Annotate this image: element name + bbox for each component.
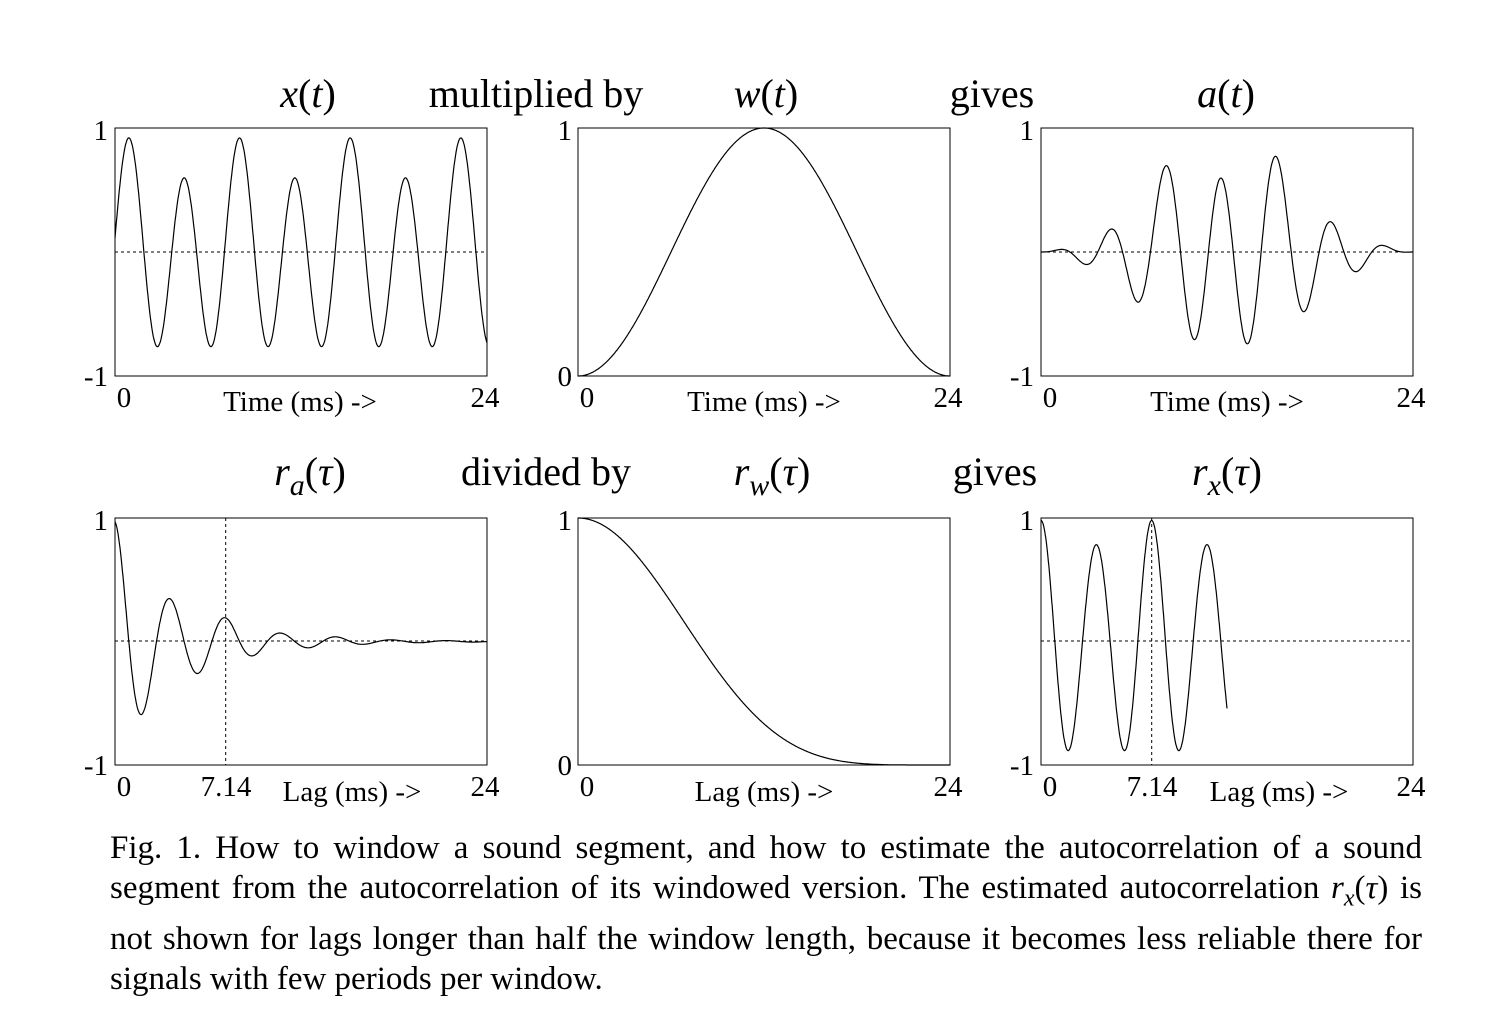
panel-title-w-t: w(t) bbox=[734, 71, 798, 116]
y-tick-bottom: 0 bbox=[558, 361, 573, 393]
title-open-paren: ( bbox=[769, 449, 782, 494]
x-tick-right: 24 bbox=[471, 382, 501, 414]
x-axis-label: Time (ms) -> bbox=[687, 386, 841, 418]
panel-x-t: x(t) 1 -1 0 24 Time (ms) -> bbox=[84, 71, 500, 418]
title-arg: τ bbox=[783, 449, 799, 494]
x-axis-label: Lag (ms) -> bbox=[1210, 776, 1349, 808]
y-tick-bottom: -1 bbox=[1010, 750, 1034, 782]
caption-symbol-main: r bbox=[1331, 870, 1344, 906]
x-tick-right: 24 bbox=[934, 771, 964, 803]
caption-symbol-close: ) bbox=[1377, 870, 1389, 906]
title-open-paren: ( bbox=[760, 71, 773, 116]
connector-gives-row2: gives bbox=[953, 449, 1037, 494]
connector-gives-row1: gives bbox=[950, 71, 1034, 116]
y-tick-top: 1 bbox=[558, 505, 573, 537]
y-tick-top: 1 bbox=[94, 505, 109, 537]
panel-r-x: rx(τ) 1 -1 0 7.14 24 Lag (ms) -> bbox=[1010, 449, 1426, 808]
title-arg: t bbox=[311, 71, 323, 116]
title-open-paren: ( bbox=[1217, 71, 1230, 116]
x-tick-left: 0 bbox=[1043, 382, 1058, 414]
title-close-paren: ) bbox=[1242, 71, 1255, 116]
panel-title-r-w: rw(τ) bbox=[734, 449, 811, 502]
plot-frame bbox=[577, 127, 951, 377]
x-tick-left: 0 bbox=[580, 771, 595, 803]
panel-title-x-t: x(t) bbox=[279, 71, 336, 116]
title-close-paren: ) bbox=[1249, 449, 1262, 494]
curve-w-t bbox=[578, 127, 950, 377]
panel-r-a: ra(τ) 1 -1 0 7.14 24 Lag (ms) -> bbox=[84, 449, 500, 808]
y-tick-top: 1 bbox=[1020, 115, 1035, 147]
panel-title-a-t: a(t) bbox=[1197, 71, 1255, 116]
title-open-paren: ( bbox=[305, 449, 318, 494]
title-open-paren: ( bbox=[298, 71, 311, 116]
y-tick-bottom: 0 bbox=[558, 750, 573, 782]
panel-title-r-x: rx(τ) bbox=[1192, 449, 1262, 502]
x-tick-mid: 7.14 bbox=[1127, 771, 1178, 803]
title-arg: t bbox=[774, 71, 786, 116]
title-sub: w bbox=[749, 469, 769, 502]
title-close-paren: ) bbox=[785, 71, 798, 116]
curve-r-w bbox=[578, 517, 950, 766]
title-arg: t bbox=[1230, 71, 1242, 116]
panel-title-r-a: ra(τ) bbox=[274, 449, 346, 502]
caption-symbol-open: ( bbox=[1354, 870, 1366, 906]
title-close-paren: ) bbox=[332, 449, 345, 494]
y-tick-bottom: -1 bbox=[1010, 361, 1034, 393]
panel-w-t: w(t) 1 0 0 24 Time (ms) -> bbox=[558, 71, 964, 418]
x-tick-mid: 7.14 bbox=[201, 771, 252, 803]
caption-symbol-arg: τ bbox=[1365, 870, 1378, 906]
title-main: w bbox=[734, 71, 761, 116]
x-tick-right: 24 bbox=[1397, 771, 1427, 803]
title-main: x bbox=[279, 71, 298, 116]
plot-frame bbox=[577, 517, 951, 766]
title-main: a bbox=[1197, 71, 1217, 116]
title-close-paren: ) bbox=[322, 71, 335, 116]
title-sub: x bbox=[1207, 469, 1222, 502]
x-axis-label: Time (ms) -> bbox=[1150, 386, 1304, 418]
title-main: r bbox=[274, 449, 290, 494]
panel-r-w: rw(τ) 1 0 0 24 Lag (ms) -> bbox=[558, 449, 964, 808]
x-axis-label: Time (ms) -> bbox=[223, 386, 377, 418]
caption-text-after: is not shown for lags longer than half t… bbox=[110, 870, 1422, 997]
caption-text-before: Fig. 1. How to window a sound segment, a… bbox=[110, 830, 1422, 906]
curve-r-x bbox=[1040, 519, 1228, 752]
x-tick-left: 0 bbox=[1043, 771, 1058, 803]
connector-divided-by: divided by bbox=[461, 449, 631, 494]
connector-multiplied-by: multiplied by bbox=[429, 71, 643, 116]
title-open-paren: ( bbox=[1221, 449, 1234, 494]
x-tick-right: 24 bbox=[1397, 382, 1427, 414]
y-tick-bottom: -1 bbox=[84, 361, 108, 393]
title-arg: τ bbox=[318, 449, 334, 494]
figure-caption: Fig. 1. How to window a sound segment, a… bbox=[110, 828, 1422, 999]
x-tick-left: 0 bbox=[117, 382, 132, 414]
title-sub: a bbox=[290, 469, 305, 502]
curve-r-a bbox=[114, 521, 487, 716]
title-main: r bbox=[734, 449, 750, 494]
x-tick-right: 24 bbox=[471, 771, 501, 803]
x-tick-left: 0 bbox=[580, 382, 595, 414]
y-tick-top: 1 bbox=[94, 115, 109, 147]
curve-a-t bbox=[1041, 155, 1413, 345]
y-tick-bottom: -1 bbox=[84, 750, 108, 782]
y-tick-top: 1 bbox=[1020, 505, 1035, 537]
title-close-paren: ) bbox=[797, 449, 810, 494]
title-main: r bbox=[1192, 449, 1208, 494]
curve-x-t bbox=[114, 137, 488, 348]
caption-symbol-sub: x bbox=[1343, 885, 1355, 912]
x-axis-label: Lag (ms) -> bbox=[695, 776, 834, 808]
x-tick-right: 24 bbox=[934, 382, 964, 414]
x-tick-left: 0 bbox=[117, 771, 132, 803]
title-arg: τ bbox=[1234, 449, 1250, 494]
panel-a-t: a(t) 1 -1 0 24 Time (ms) -> bbox=[1010, 71, 1426, 418]
y-tick-top: 1 bbox=[558, 115, 573, 147]
x-axis-label: Lag (ms) -> bbox=[283, 776, 422, 808]
